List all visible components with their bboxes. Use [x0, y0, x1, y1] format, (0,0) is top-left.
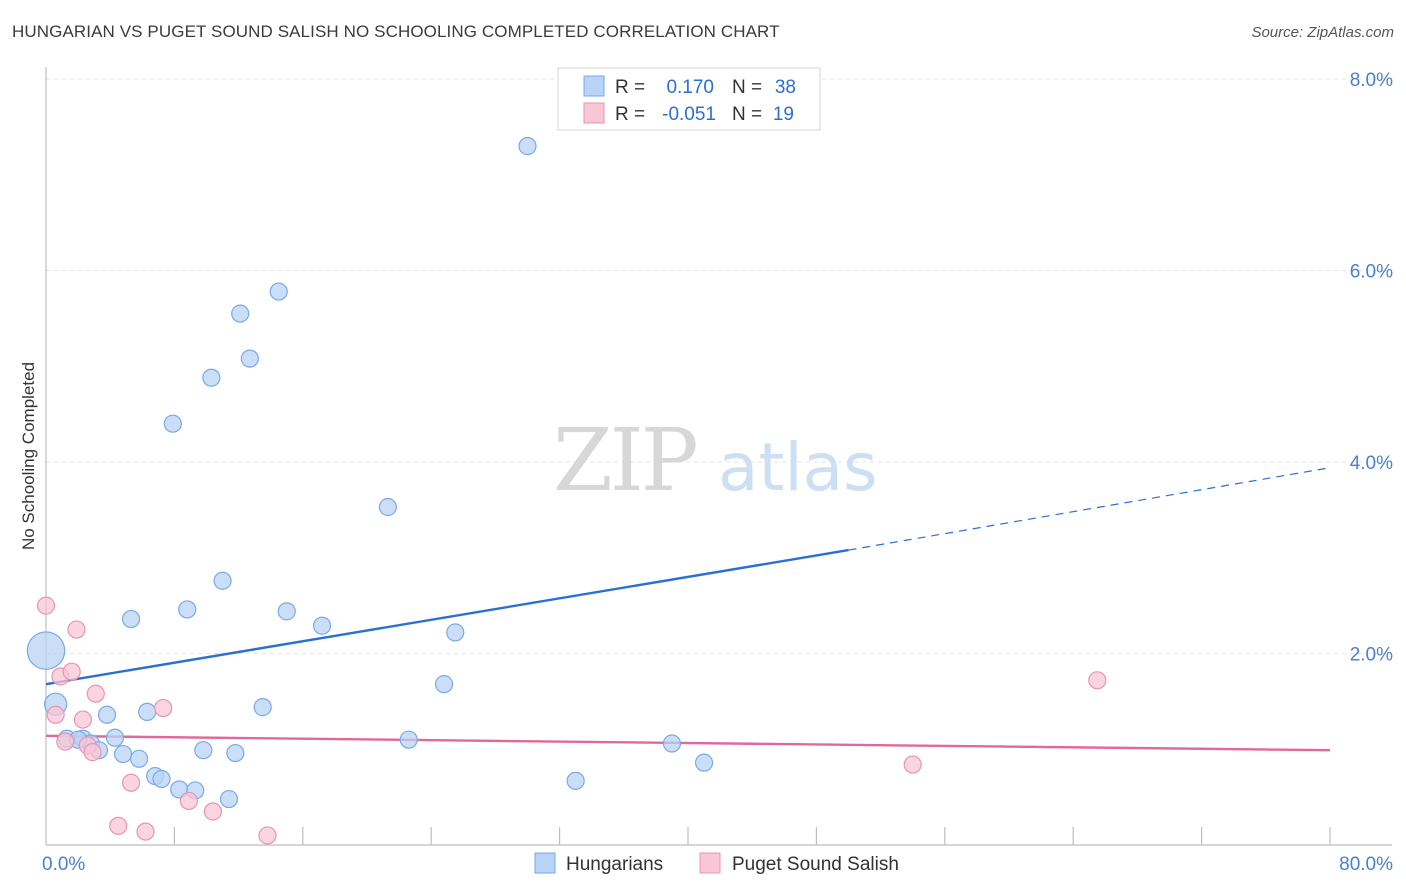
point-salish-6: [73, 710, 93, 729]
point-hungarians-20: [213, 571, 232, 590]
legend-label-hungarians: Hungarians: [566, 854, 663, 875]
point-hungarians-34: [566, 771, 585, 790]
source-note: Source: ZipAtlas.com: [1251, 24, 1394, 41]
stats-legend-swatch-salish: [583, 102, 605, 124]
stats-r-label-1: R =: [615, 77, 645, 98]
trend-line-hungarians-extension: [848, 467, 1331, 551]
point-salish-8: [83, 743, 102, 762]
point-hungarians-19: [202, 368, 221, 387]
point-salish-11: [109, 816, 128, 835]
point-salish-14: [179, 791, 198, 811]
y-tick-label-1: 4.0%: [1350, 453, 1393, 474]
legend-swatch-hungarians: [534, 852, 556, 874]
point-hungarians-6: [97, 705, 117, 724]
stats-n-label-2: N =: [732, 104, 762, 125]
stats-r-value-1: 0.170: [666, 77, 714, 98]
point-hungarians-16: [178, 600, 197, 619]
point-salish-18: [1088, 671, 1107, 690]
y-axis-label: No Schooling Completed: [19, 362, 38, 550]
y-tick-label-0: 2.0%: [1350, 645, 1393, 666]
point-hungarians-36: [694, 753, 714, 772]
point-hungarians-9: [121, 609, 141, 629]
x-tick-label-0: 0.0%: [42, 854, 85, 875]
point-hungarians-30: [399, 730, 418, 749]
point-hungarians-21: [219, 789, 239, 809]
point-salish-1: [46, 705, 65, 724]
stats-legend: R = 0.170 N = 38 R = -0.051 N = 19: [557, 67, 821, 131]
legend-swatch-salish: [699, 852, 721, 874]
point-hungarians-27: [277, 602, 296, 621]
point-salish-12: [136, 822, 155, 841]
point-hungarians-31: [434, 675, 454, 694]
point-hungarians-29: [378, 497, 397, 517]
point-hungarians-28: [312, 616, 332, 635]
axes: [45, 67, 1392, 846]
chart-title: HUNGARIAN VS PUGET SOUND SALISH NO SCHOO…: [12, 22, 780, 41]
point-hungarians-23: [231, 304, 250, 323]
stats-n-label-1: N =: [732, 77, 762, 98]
point-salish-15: [203, 802, 223, 821]
y-tick-label-2: 6.0%: [1350, 262, 1393, 283]
stats-n-value-1: 38: [775, 77, 796, 98]
series-legend: Hungarians Puget Sound Salish: [534, 852, 899, 875]
point-salish-3: [56, 732, 75, 751]
point-hungarians-10: [129, 749, 149, 768]
point-hungarians-32: [446, 623, 465, 642]
trend-line-salish: [45, 734, 1331, 752]
point-salish-13: [154, 698, 173, 718]
point-hungarians-22: [226, 743, 245, 763]
point-salish-4: [62, 662, 81, 681]
point-salish-9: [86, 684, 105, 703]
point-hungarians-26: [269, 282, 288, 301]
tick-labels: 2.0% 4.0% 6.0% 8.0% 0.0% 80.0%: [42, 70, 1393, 875]
watermark-atlas: atlas: [718, 429, 878, 506]
x-tick-label-1: 80.0%: [1339, 854, 1393, 875]
point-hungarians-7: [105, 728, 125, 747]
point-salish-5: [67, 620, 86, 639]
y-tick-label-3: 8.0%: [1350, 70, 1393, 91]
point-salish-17: [903, 755, 922, 774]
point-salish-0: [36, 596, 56, 615]
stats-r-label-2: R =: [615, 104, 645, 125]
point-hungarians-0: [26, 631, 66, 670]
legend-label-salish: Puget Sound Salish: [732, 854, 899, 875]
trend-line-hungarians: [45, 548, 849, 686]
point-salish-16: [258, 826, 277, 845]
point-hungarians-13: [152, 769, 171, 789]
point-hungarians-24: [240, 349, 259, 368]
trend-lines: [45, 467, 1331, 752]
point-hungarians-35: [662, 734, 682, 753]
stats-legend-swatch-hungarians: [583, 75, 605, 97]
watermark: ZIP atlas: [553, 411, 878, 511]
point-hungarians-18: [194, 741, 213, 760]
point-hungarians-14: [163, 414, 182, 433]
stats-n-value-2: 19: [773, 104, 794, 125]
point-hungarians-33: [518, 136, 537, 156]
point-hungarians-25: [253, 698, 272, 717]
watermark-zip: ZIP: [553, 411, 696, 511]
point-hungarians-8: [113, 744, 133, 764]
data-points: [26, 136, 1107, 845]
stats-r-value-2: -0.051: [662, 104, 716, 125]
point-hungarians-11: [138, 702, 157, 722]
point-salish-10: [121, 773, 141, 792]
